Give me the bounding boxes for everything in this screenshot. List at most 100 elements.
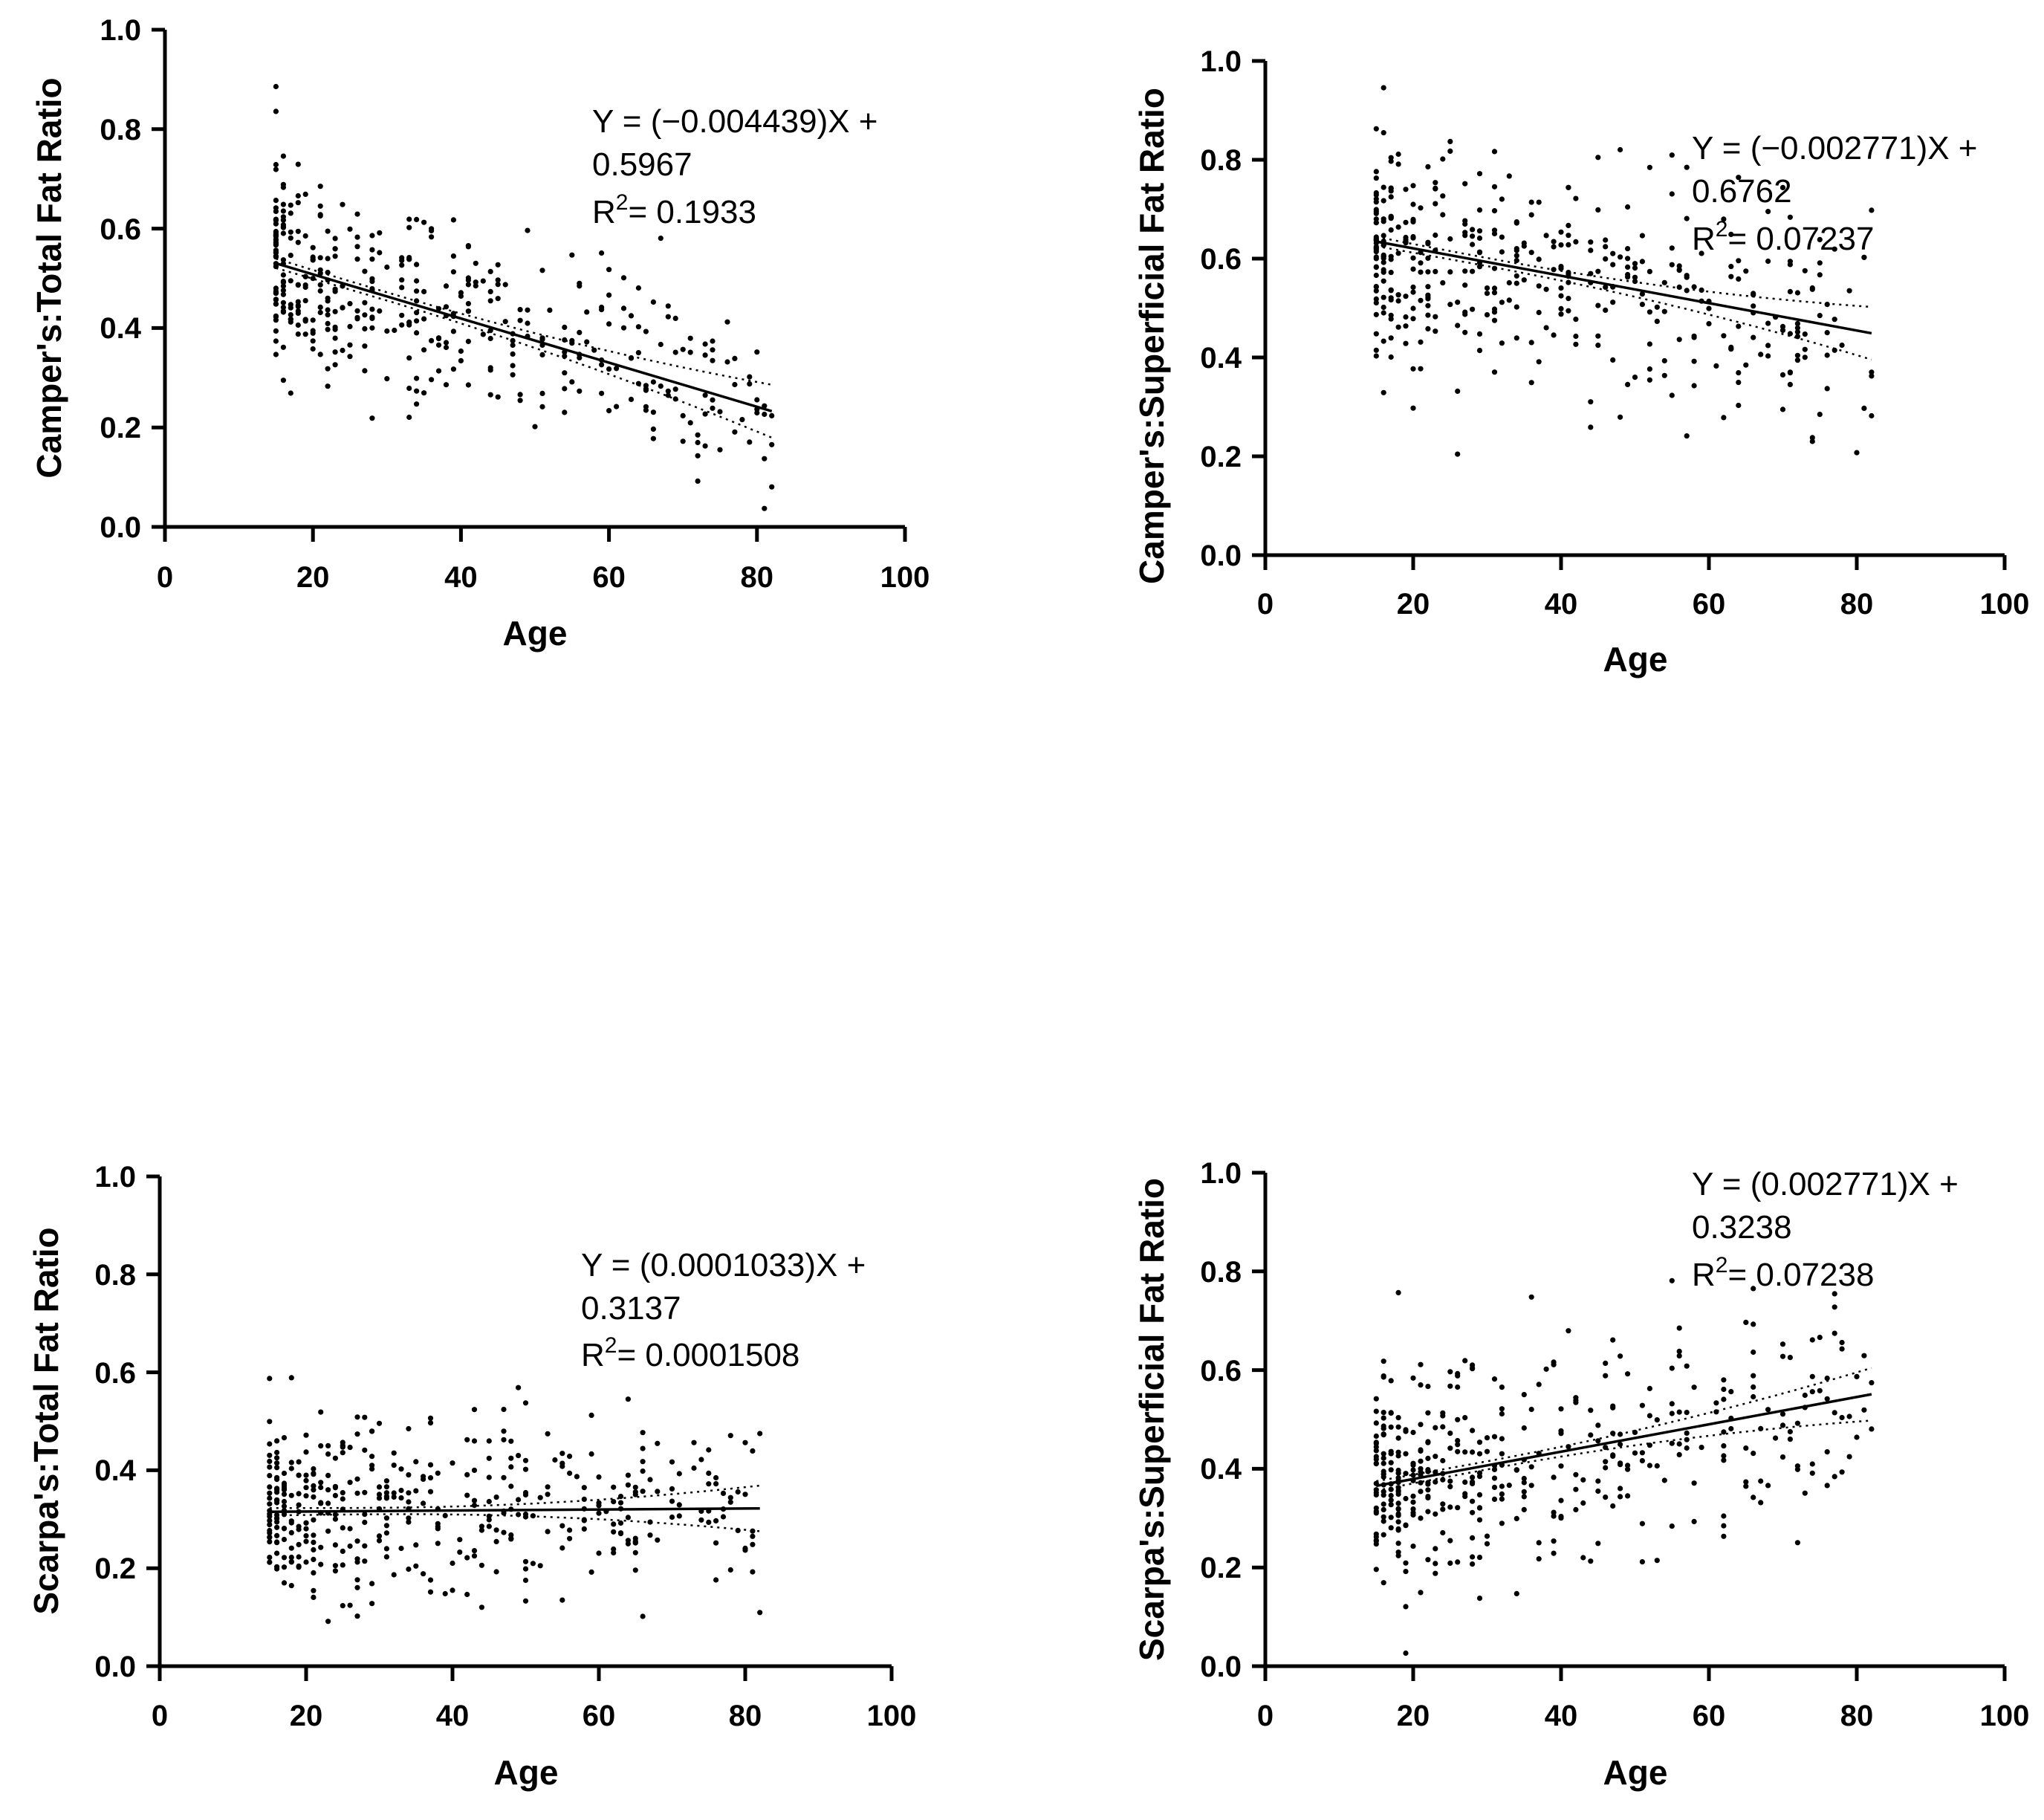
panel-2-data-point [1625,256,1631,262]
panel-4-data-point [1869,1426,1875,1432]
panel-4-data-point [1832,1304,1837,1310]
panel-4-ytick-label: 1.0 [1200,1157,1242,1190]
panel-1-data-point [273,297,279,302]
panel-3-data-point [581,1485,587,1491]
panel-2-r-superscript: 2 [1716,217,1728,242]
panel-3-data-point [318,1443,324,1449]
panel-3-data-point [369,1581,375,1587]
panel-2-data-point [1491,317,1498,323]
panel-3-data-point [486,1455,492,1461]
panel-1-data-point [687,420,693,426]
panel-1-data-point [273,352,279,357]
panel-4-data-point [1425,1468,1431,1474]
panel-3-data-point [267,1527,273,1534]
panel-1-data-point [473,260,478,266]
panel-3-data-point [318,1561,324,1567]
panel-1-data-point [710,338,716,344]
panel-2-data-point [1447,302,1453,308]
panel-3-data-point [478,1604,485,1610]
panel-3-data-point [274,1474,280,1480]
panel-2-data-point [1395,250,1401,256]
panel-3-data-point [325,1619,331,1625]
panel-2-data-point [1661,279,1667,285]
panel-1-data-point [273,109,279,114]
panel-4-data-point [1691,1518,1697,1524]
panel-2-data-point [1751,303,1756,309]
panel-2-data-point [1595,343,1601,349]
panel-1-data-point [650,435,657,441]
panel-1-data-point [620,305,627,311]
panel-2-data-point [1513,335,1519,341]
panel-1-data-point [377,250,383,256]
panel-3-data-point [493,1494,499,1500]
panel-2-data-point [1573,195,1579,201]
panel-3-data-point [267,1539,273,1545]
panel-4-data-point [1751,1321,1756,1327]
panel-4-data-point [1861,1407,1867,1413]
panel-1-data-point [421,316,427,322]
panel-1-data-point [635,350,642,356]
panel-4-data-point [1447,1504,1453,1510]
panel-2-data-point [1639,259,1645,265]
panel-1-data-point [273,250,279,256]
panel-1-data-point [406,224,412,230]
panel-3-data-point [713,1577,719,1583]
panel-2-data-point [1824,330,1830,336]
panel-3-data-point [559,1545,565,1551]
panel-4-data-point [1779,1353,1786,1359]
panel-2-data-point [1425,284,1431,290]
panel-3-data-point [376,1495,383,1501]
panel-1-regression-line [275,262,773,412]
panel-3-r-value: = 0.0001508 [617,1337,799,1373]
panel-1-data-point [435,335,442,341]
panel-4-data-point [1462,1415,1468,1421]
panel-2-data-point [1403,323,1409,329]
panel-1-data-point [702,352,708,358]
panel-4-data-point [1824,1376,1830,1382]
panel-2-data-point [1506,279,1512,286]
panel-4-data-point [1854,1373,1860,1379]
panel-3-confidence-band-lower [269,1513,760,1532]
panel-4-data-point [1773,1435,1779,1441]
panel-1-data-point [650,299,657,305]
panel-1-data-point [288,210,293,216]
panel-3-y-ticks: 0.0 0.2 0.4 0.6 0.8 1.0 [94,1161,160,1683]
panel-1: 0.0 0.2 0.4 0.6 0.8 1.0 0 20 40 60 80 10… [30,14,929,652]
panel-2-data-point [1410,316,1416,322]
panel-3-data-point [522,1577,529,1584]
panel-4-data-point [1751,1373,1756,1379]
panel-3-data-point [311,1570,317,1576]
panel-4-data-point [1440,1501,1446,1507]
panel-2-data-point [1528,250,1534,256]
panel-3-data-point [274,1460,280,1466]
panel-2-data-point [1395,324,1401,330]
panel-3-data-point [588,1569,594,1575]
panel-2-data-point [1470,268,1476,274]
panel-4-data-point [1373,1396,1379,1402]
panel-2-data-point [1403,294,1409,299]
panel-3-data-point [281,1555,288,1561]
panel-2-data-point [1558,311,1564,317]
panel-3-data-point [611,1499,617,1505]
panel-4-data-point [1669,1411,1675,1416]
panel-2-data-point [1388,354,1394,360]
panel-1-data-point [450,328,457,334]
panel-1-data-point [769,484,775,490]
panel-4-data-point [1846,1413,1852,1419]
panel-1-data-point [414,375,420,381]
panel-4-data-point [1388,1378,1394,1384]
panel-3-data-point [303,1520,309,1526]
panel-3-data-point [588,1451,594,1457]
panel-3-equation-line-3: R2= 0.0001508 [581,1333,799,1373]
panel-2-data-point [1728,231,1734,237]
panel-3-data-point [596,1550,602,1556]
panel-3-data-point [617,1500,624,1506]
panel-2-data-point [1513,219,1519,225]
panel-4-data-point [1721,1377,1727,1383]
panel-1-data-point [628,313,635,319]
panel-3-data-point [522,1457,529,1463]
panel-3-data-point [354,1538,360,1544]
panel-3-data-point [545,1529,551,1535]
panel-4-data-point [1380,1501,1386,1507]
panel-1-data-point [487,367,493,373]
